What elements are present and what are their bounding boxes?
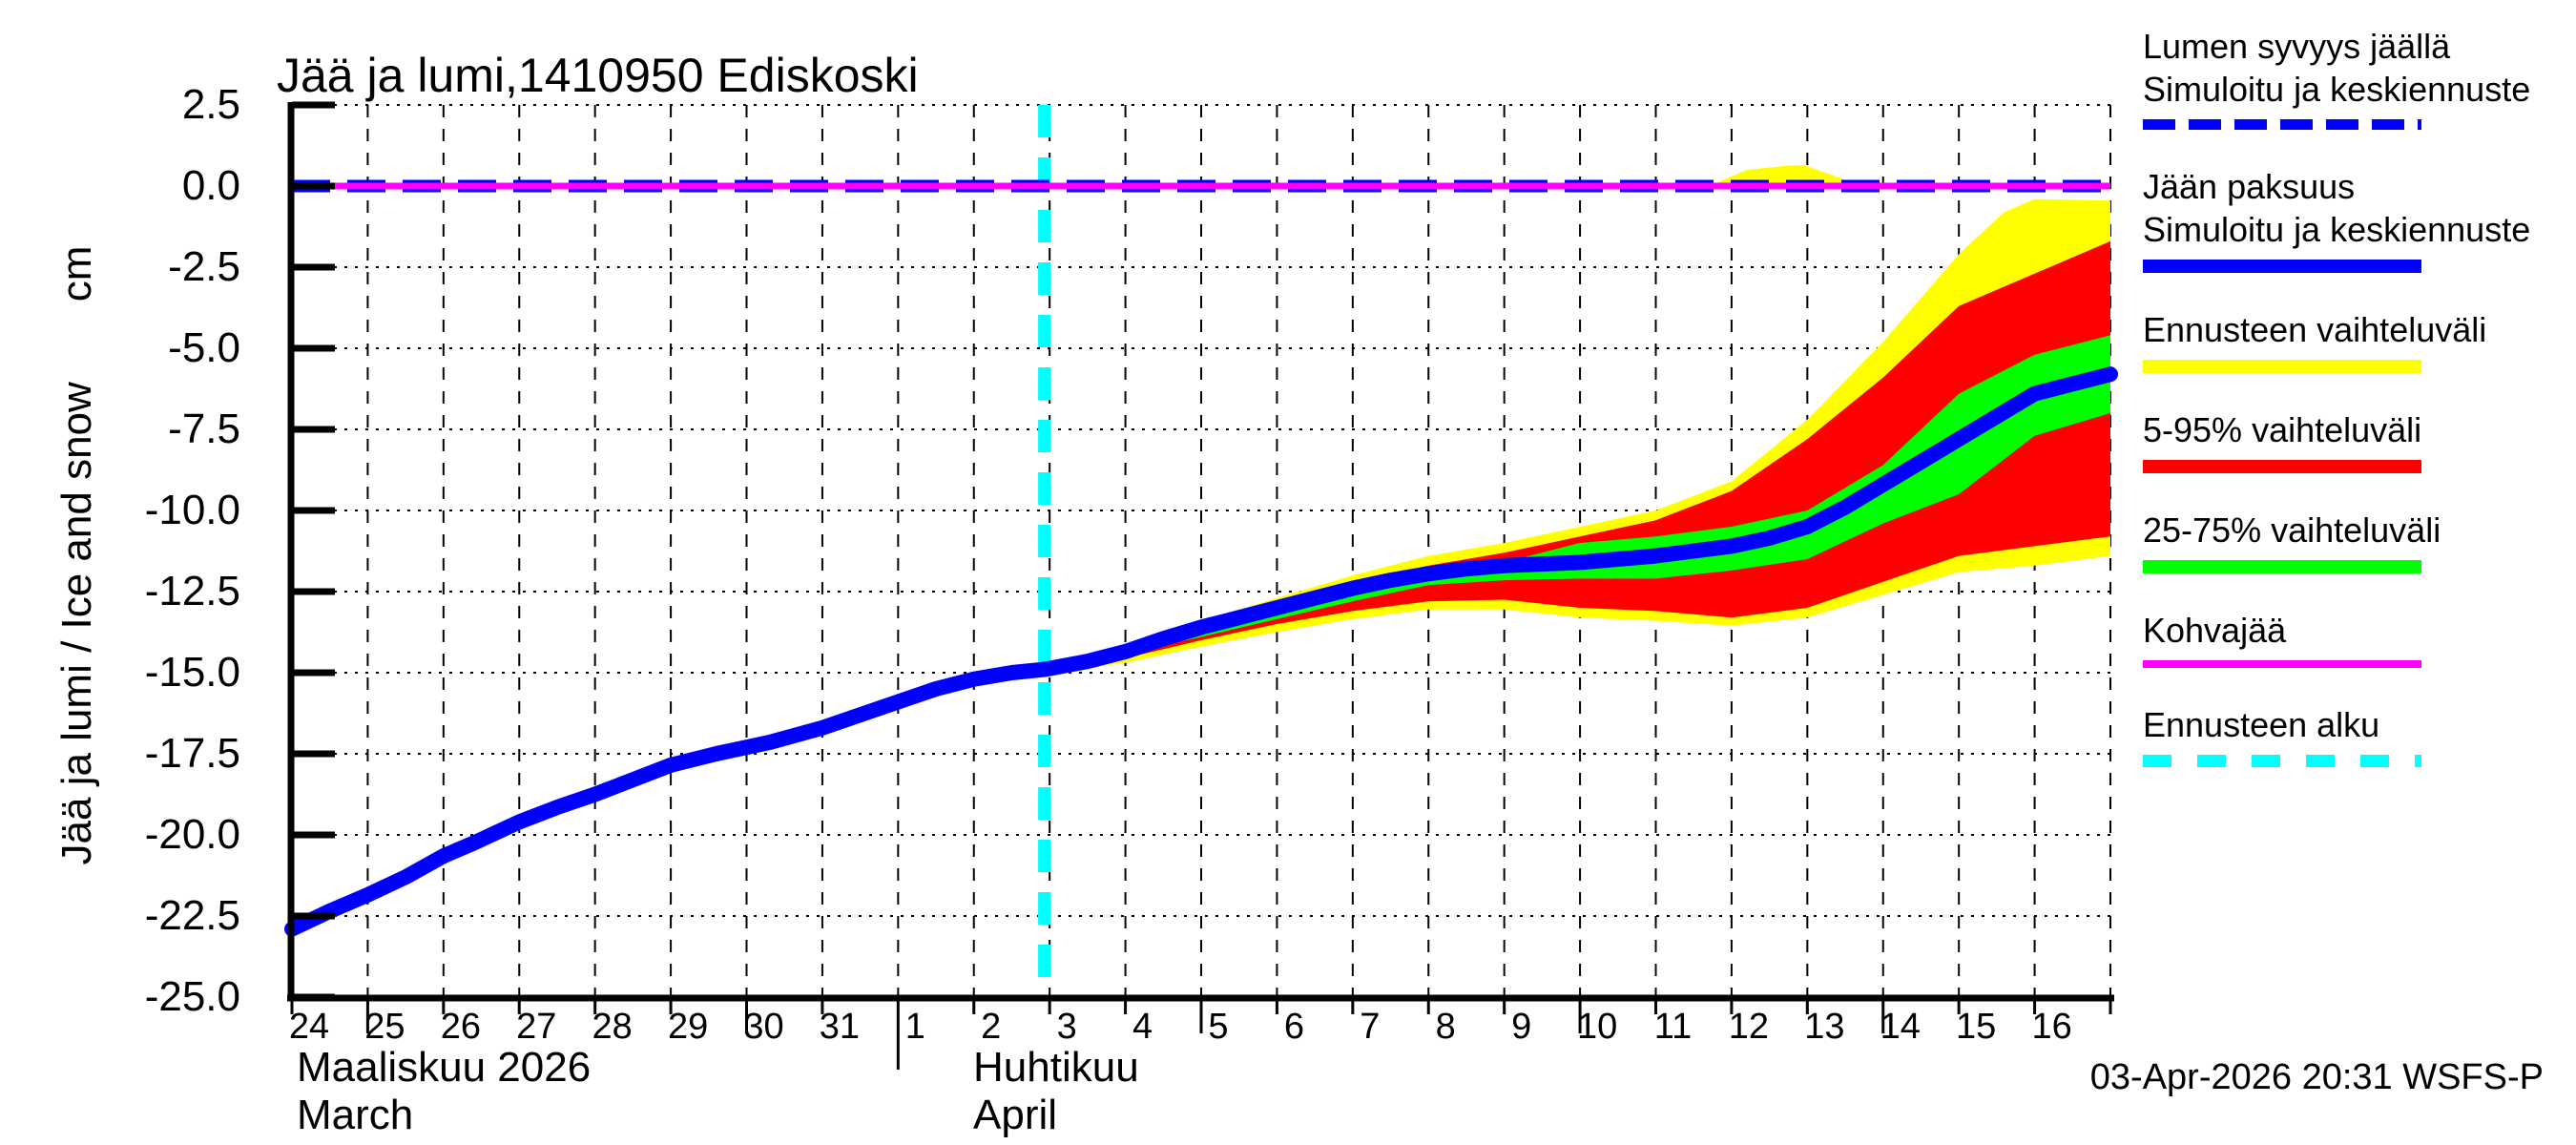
legend-swatch-range-25-75 xyxy=(2143,560,2421,573)
legend-entry-total-range: Ennusteen vaihteluväli xyxy=(2143,308,2576,373)
y-tick-label: -7.5 xyxy=(168,406,240,452)
legend-swatch-total-range xyxy=(2143,360,2421,373)
legend-entry-snow-depth: Lumen syvyys jäällä Simuloitu ja keskienn… xyxy=(2143,25,2576,130)
band-5-95 xyxy=(1044,240,2110,673)
legend-label: Lumen syvyys jäällä xyxy=(2143,27,2451,66)
x-tick-label: 26 xyxy=(440,1007,481,1047)
x-tick-label: 24 xyxy=(288,1007,330,1047)
month-label-march-fi: Maaliskuu 2026 xyxy=(297,1044,592,1091)
y-tick-label: -5.0 xyxy=(168,324,240,371)
legend-label: 5-95% vaihteluväli xyxy=(2143,410,2422,449)
legend-label: Simuloitu ja keskiennuste xyxy=(2143,210,2531,249)
chart-title: Jää ja lumi,1410950 Ediskoski xyxy=(277,49,919,102)
legend-entry-range-25-75: 25-75% vaihteluväli xyxy=(2143,509,2576,573)
ice-thickness-line xyxy=(284,366,2118,937)
legend-entry-forecast-start: Ennusteen alku xyxy=(2143,703,2576,767)
y-tick-label: -17.5 xyxy=(144,730,240,777)
legend-label: Ennusteen vaihteluväli xyxy=(2143,310,2487,349)
legend-label: 25-75% vaihteluväli xyxy=(2143,510,2441,550)
legend-entry-range-5-95: 5-95% vaihteluväli xyxy=(2143,408,2576,473)
month-label-april-fi: Huhtikuu xyxy=(973,1044,1139,1091)
month-label-april-en: April xyxy=(973,1092,1058,1138)
x-tick-label: 16 xyxy=(2031,1007,2072,1047)
legend: Lumen syvyys jäällä Simuloitu ja keskienn… xyxy=(2143,25,2576,802)
x-tick-label: 30 xyxy=(743,1007,784,1047)
x-tick-label: 27 xyxy=(516,1007,557,1047)
x-tick-label: 11 xyxy=(1653,1007,1693,1047)
x-tick-label: 15 xyxy=(1956,1007,1997,1047)
y-tick-label: 2.5 xyxy=(181,81,240,128)
legend-swatch-ice-thickness xyxy=(2143,260,2421,273)
x-tick-label: 7 xyxy=(1360,1007,1381,1047)
legend-swatch-snow-depth xyxy=(2143,119,2421,130)
legend-swatch-range-5-95 xyxy=(2143,460,2421,473)
x-tick-label: 4 xyxy=(1132,1007,1153,1047)
x-tick-label: 10 xyxy=(1576,1007,1618,1047)
x-tick-label: 6 xyxy=(1283,1007,1304,1047)
x-tick-label: 1 xyxy=(904,1007,925,1047)
x-tick-label: 12 xyxy=(1728,1007,1770,1047)
x-tick-label: 31 xyxy=(819,1007,861,1047)
x-tick-label: 28 xyxy=(592,1007,633,1047)
legend-label: Kohvajää xyxy=(2143,611,2287,650)
y-tick-label: -10.0 xyxy=(144,487,240,533)
x-tick-label: 2 xyxy=(981,1007,1002,1047)
y-tick-label: 0.0 xyxy=(181,162,240,209)
legend-label: Simuloitu ja keskiennuste xyxy=(2143,70,2531,109)
legend-entry-ice-thickness: Jään paksuus Simuloitu ja keskiennuste xyxy=(2143,165,2576,273)
x-tick-label: 13 xyxy=(1804,1007,1845,1047)
legend-label: Jään paksuus xyxy=(2143,167,2356,206)
x-tick-label: 25 xyxy=(364,1007,405,1047)
legend-swatch-forecast-start xyxy=(2143,755,2421,767)
x-tick-label: 9 xyxy=(1511,1007,1532,1047)
timestamp-watermark: 03-Apr-2026 20:31 WSFS-P xyxy=(2089,1057,2544,1097)
x-tick-label: 14 xyxy=(1880,1007,1921,1047)
band-25-75 xyxy=(1125,335,2110,654)
y-tick-label: -20.0 xyxy=(144,811,240,858)
x-tick-label: 8 xyxy=(1435,1007,1456,1047)
y-tick-label: -25.0 xyxy=(144,973,240,1020)
x-tick-label: 29 xyxy=(667,1007,709,1047)
legend-label: Ennusteen alku xyxy=(2143,705,2380,744)
legend-entry-kohvajaa: Kohvajää xyxy=(2143,609,2576,668)
month-label-march-en: March xyxy=(297,1092,414,1138)
x-tick-label: 5 xyxy=(1208,1007,1229,1047)
y-tick-label: -12.5 xyxy=(144,568,240,614)
x-tick-label: 3 xyxy=(1056,1007,1077,1047)
y-tick-label: -15.0 xyxy=(144,649,240,696)
y-axis-label-text: Jää ja lumi / Ice and snow xyxy=(53,382,100,865)
y-tick-label: -2.5 xyxy=(168,243,240,290)
legend-swatch-kohvajaa xyxy=(2143,660,2421,668)
y-tick-label: -22.5 xyxy=(144,892,240,939)
